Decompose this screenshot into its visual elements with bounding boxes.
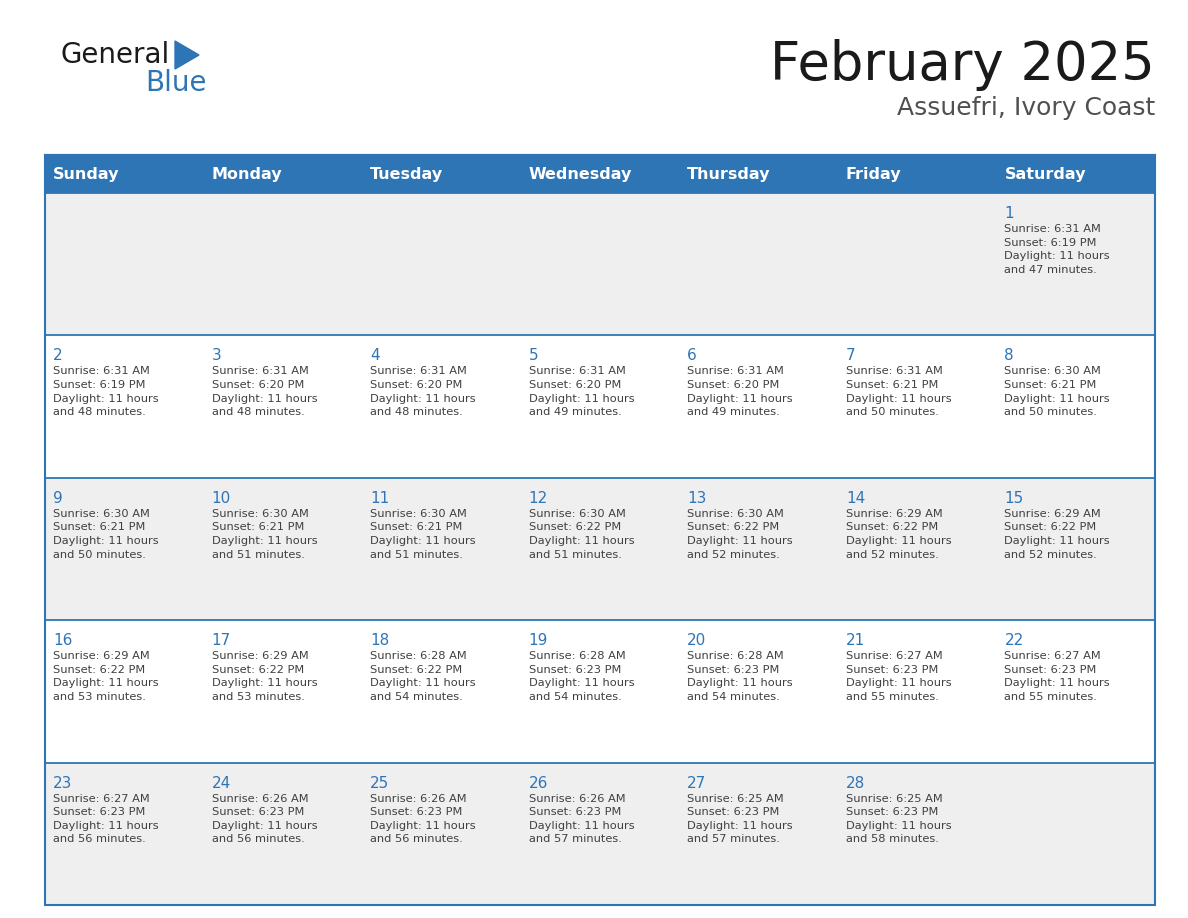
Text: 20: 20 xyxy=(688,633,707,648)
Bar xyxy=(45,477,1155,621)
Text: 9: 9 xyxy=(53,491,63,506)
Text: Assuefri, Ivory Coast: Assuefri, Ivory Coast xyxy=(897,96,1155,120)
Text: Sunrise: 6:31 AM
Sunset: 6:19 PM
Daylight: 11 hours
and 48 minutes.: Sunrise: 6:31 AM Sunset: 6:19 PM Dayligh… xyxy=(53,366,159,417)
Bar xyxy=(45,155,1155,193)
Bar xyxy=(45,155,1155,905)
Polygon shape xyxy=(175,41,200,69)
Text: Monday: Monday xyxy=(211,166,283,182)
Bar xyxy=(45,193,1155,335)
Text: Friday: Friday xyxy=(846,166,902,182)
Text: Sunrise: 6:25 AM
Sunset: 6:23 PM
Daylight: 11 hours
and 57 minutes.: Sunrise: 6:25 AM Sunset: 6:23 PM Dayligh… xyxy=(688,793,792,845)
Text: Sunrise: 6:28 AM
Sunset: 6:23 PM
Daylight: 11 hours
and 54 minutes.: Sunrise: 6:28 AM Sunset: 6:23 PM Dayligh… xyxy=(688,651,792,702)
Text: 2: 2 xyxy=(53,349,63,364)
Text: February 2025: February 2025 xyxy=(770,39,1155,91)
Text: 15: 15 xyxy=(1004,491,1024,506)
Text: Sunrise: 6:26 AM
Sunset: 6:23 PM
Daylight: 11 hours
and 56 minutes.: Sunrise: 6:26 AM Sunset: 6:23 PM Dayligh… xyxy=(211,793,317,845)
Text: Sunrise: 6:31 AM
Sunset: 6:19 PM
Daylight: 11 hours
and 47 minutes.: Sunrise: 6:31 AM Sunset: 6:19 PM Dayligh… xyxy=(1004,224,1110,274)
Text: Sunrise: 6:27 AM
Sunset: 6:23 PM
Daylight: 11 hours
and 55 minutes.: Sunrise: 6:27 AM Sunset: 6:23 PM Dayligh… xyxy=(1004,651,1110,702)
Text: Sunrise: 6:31 AM
Sunset: 6:20 PM
Daylight: 11 hours
and 49 minutes.: Sunrise: 6:31 AM Sunset: 6:20 PM Dayligh… xyxy=(688,366,792,417)
Text: Sunrise: 6:26 AM
Sunset: 6:23 PM
Daylight: 11 hours
and 56 minutes.: Sunrise: 6:26 AM Sunset: 6:23 PM Dayligh… xyxy=(371,793,475,845)
Text: 28: 28 xyxy=(846,776,865,790)
Bar xyxy=(45,335,1155,477)
Text: Sunrise: 6:31 AM
Sunset: 6:20 PM
Daylight: 11 hours
and 49 minutes.: Sunrise: 6:31 AM Sunset: 6:20 PM Dayligh… xyxy=(529,366,634,417)
Text: Thursday: Thursday xyxy=(688,166,771,182)
Text: General: General xyxy=(61,41,169,69)
Text: Sunrise: 6:30 AM
Sunset: 6:21 PM
Daylight: 11 hours
and 51 minutes.: Sunrise: 6:30 AM Sunset: 6:21 PM Dayligh… xyxy=(371,509,475,560)
Text: 18: 18 xyxy=(371,633,390,648)
Text: Sunrise: 6:30 AM
Sunset: 6:22 PM
Daylight: 11 hours
and 51 minutes.: Sunrise: 6:30 AM Sunset: 6:22 PM Dayligh… xyxy=(529,509,634,560)
Text: Sunday: Sunday xyxy=(53,166,120,182)
Text: 3: 3 xyxy=(211,349,221,364)
Text: Saturday: Saturday xyxy=(1004,166,1086,182)
Text: 27: 27 xyxy=(688,776,707,790)
Text: Sunrise: 6:27 AM
Sunset: 6:23 PM
Daylight: 11 hours
and 55 minutes.: Sunrise: 6:27 AM Sunset: 6:23 PM Dayligh… xyxy=(846,651,952,702)
Text: 26: 26 xyxy=(529,776,548,790)
Text: 13: 13 xyxy=(688,491,707,506)
Text: Sunrise: 6:28 AM
Sunset: 6:22 PM
Daylight: 11 hours
and 54 minutes.: Sunrise: 6:28 AM Sunset: 6:22 PM Dayligh… xyxy=(371,651,475,702)
Bar xyxy=(45,763,1155,905)
Text: 6: 6 xyxy=(688,349,697,364)
Text: 1: 1 xyxy=(1004,206,1015,221)
Text: Sunrise: 6:27 AM
Sunset: 6:23 PM
Daylight: 11 hours
and 56 minutes.: Sunrise: 6:27 AM Sunset: 6:23 PM Dayligh… xyxy=(53,793,159,845)
Text: 16: 16 xyxy=(53,633,72,648)
Text: Sunrise: 6:30 AM
Sunset: 6:22 PM
Daylight: 11 hours
and 52 minutes.: Sunrise: 6:30 AM Sunset: 6:22 PM Dayligh… xyxy=(688,509,792,560)
Text: Wednesday: Wednesday xyxy=(529,166,632,182)
Text: Sunrise: 6:30 AM
Sunset: 6:21 PM
Daylight: 11 hours
and 50 minutes.: Sunrise: 6:30 AM Sunset: 6:21 PM Dayligh… xyxy=(53,509,159,560)
Text: 21: 21 xyxy=(846,633,865,648)
Text: Tuesday: Tuesday xyxy=(371,166,443,182)
Text: Sunrise: 6:30 AM
Sunset: 6:21 PM
Daylight: 11 hours
and 51 minutes.: Sunrise: 6:30 AM Sunset: 6:21 PM Dayligh… xyxy=(211,509,317,560)
Text: Sunrise: 6:30 AM
Sunset: 6:21 PM
Daylight: 11 hours
and 50 minutes.: Sunrise: 6:30 AM Sunset: 6:21 PM Dayligh… xyxy=(1004,366,1110,417)
Text: Blue: Blue xyxy=(145,69,207,97)
Text: 14: 14 xyxy=(846,491,865,506)
Text: 23: 23 xyxy=(53,776,72,790)
Text: 8: 8 xyxy=(1004,349,1015,364)
Text: Sunrise: 6:29 AM
Sunset: 6:22 PM
Daylight: 11 hours
and 52 minutes.: Sunrise: 6:29 AM Sunset: 6:22 PM Dayligh… xyxy=(846,509,952,560)
Text: Sunrise: 6:25 AM
Sunset: 6:23 PM
Daylight: 11 hours
and 58 minutes.: Sunrise: 6:25 AM Sunset: 6:23 PM Dayligh… xyxy=(846,793,952,845)
Text: 4: 4 xyxy=(371,349,380,364)
Text: 25: 25 xyxy=(371,776,390,790)
Text: 17: 17 xyxy=(211,633,230,648)
Text: Sunrise: 6:31 AM
Sunset: 6:20 PM
Daylight: 11 hours
and 48 minutes.: Sunrise: 6:31 AM Sunset: 6:20 PM Dayligh… xyxy=(371,366,475,417)
Text: 10: 10 xyxy=(211,491,230,506)
Text: Sunrise: 6:29 AM
Sunset: 6:22 PM
Daylight: 11 hours
and 53 minutes.: Sunrise: 6:29 AM Sunset: 6:22 PM Dayligh… xyxy=(53,651,159,702)
Text: 12: 12 xyxy=(529,491,548,506)
Text: 24: 24 xyxy=(211,776,230,790)
Text: 19: 19 xyxy=(529,633,548,648)
Text: 11: 11 xyxy=(371,491,390,506)
Text: Sunrise: 6:29 AM
Sunset: 6:22 PM
Daylight: 11 hours
and 53 minutes.: Sunrise: 6:29 AM Sunset: 6:22 PM Dayligh… xyxy=(211,651,317,702)
Text: 7: 7 xyxy=(846,349,855,364)
Text: 22: 22 xyxy=(1004,633,1024,648)
Text: Sunrise: 6:29 AM
Sunset: 6:22 PM
Daylight: 11 hours
and 52 minutes.: Sunrise: 6:29 AM Sunset: 6:22 PM Dayligh… xyxy=(1004,509,1110,560)
Text: Sunrise: 6:31 AM
Sunset: 6:20 PM
Daylight: 11 hours
and 48 minutes.: Sunrise: 6:31 AM Sunset: 6:20 PM Dayligh… xyxy=(211,366,317,417)
Text: Sunrise: 6:28 AM
Sunset: 6:23 PM
Daylight: 11 hours
and 54 minutes.: Sunrise: 6:28 AM Sunset: 6:23 PM Dayligh… xyxy=(529,651,634,702)
Text: Sunrise: 6:26 AM
Sunset: 6:23 PM
Daylight: 11 hours
and 57 minutes.: Sunrise: 6:26 AM Sunset: 6:23 PM Dayligh… xyxy=(529,793,634,845)
Text: Sunrise: 6:31 AM
Sunset: 6:21 PM
Daylight: 11 hours
and 50 minutes.: Sunrise: 6:31 AM Sunset: 6:21 PM Dayligh… xyxy=(846,366,952,417)
Bar xyxy=(45,621,1155,763)
Text: 5: 5 xyxy=(529,349,538,364)
